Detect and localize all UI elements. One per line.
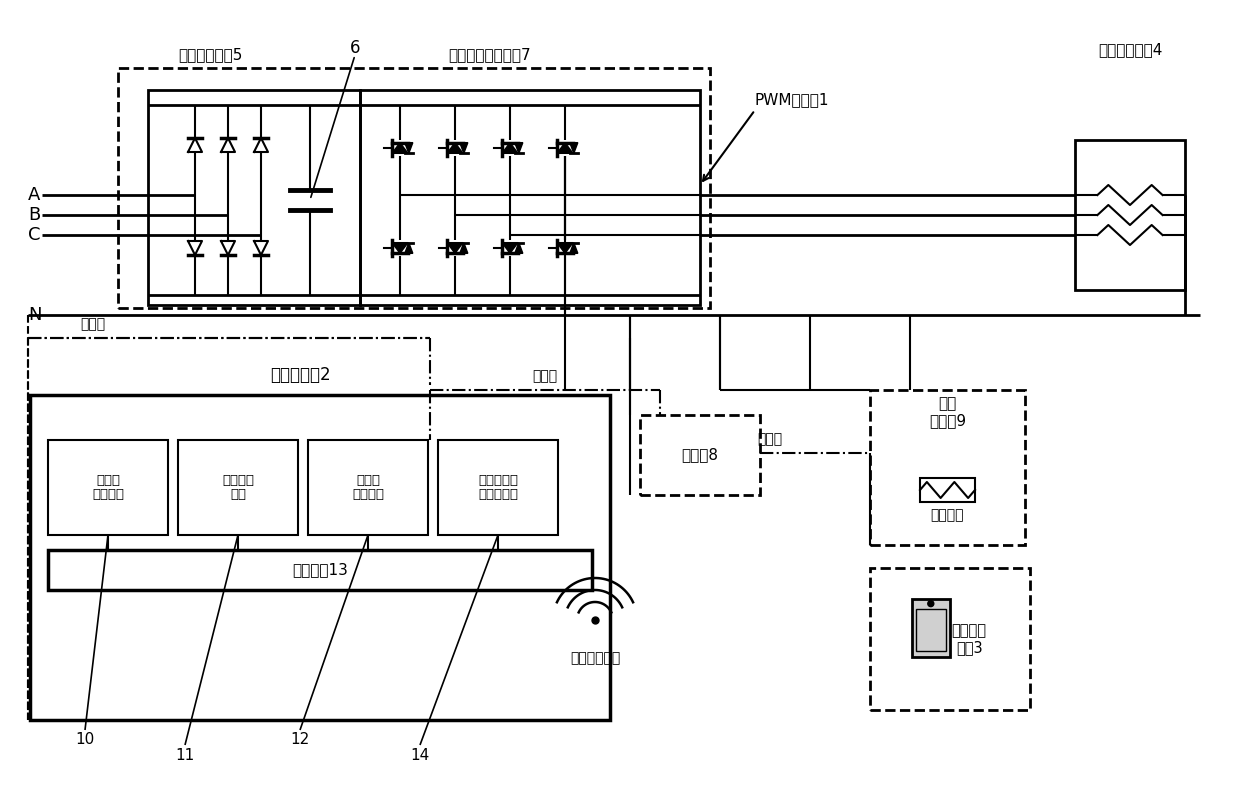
- Bar: [308, 440, 428, 535]
- Polygon shape: [515, 142, 523, 154]
- Polygon shape: [404, 142, 413, 154]
- Bar: [48, 550, 591, 590]
- Polygon shape: [446, 242, 463, 254]
- Bar: [30, 395, 610, 720]
- Text: 相线
切换第9: 相线 切换第9: [929, 396, 966, 428]
- Polygon shape: [502, 242, 518, 254]
- Text: 单相负荷: 单相负荷: [931, 508, 965, 522]
- Bar: [920, 478, 975, 502]
- Text: 通信线: 通信线: [81, 317, 105, 331]
- Bar: [48, 440, 167, 535]
- Polygon shape: [460, 142, 467, 154]
- Text: 无线手持
终端3: 无线手持 终端3: [952, 622, 987, 655]
- Text: N: N: [29, 306, 41, 324]
- Text: 数据分析
模块: 数据分析 模块: [222, 474, 254, 502]
- Polygon shape: [502, 142, 518, 154]
- Text: 三相四桥臂逆变器7: 三相四桥臂逆变器7: [449, 47, 531, 62]
- Text: 不控桥整流器5: 不控桥整流器5: [177, 47, 242, 62]
- Text: 通信线: 通信线: [758, 432, 782, 446]
- Polygon shape: [515, 242, 523, 254]
- Polygon shape: [460, 242, 467, 254]
- Polygon shape: [446, 142, 463, 154]
- Circle shape: [928, 601, 934, 606]
- Bar: [1075, 140, 1185, 290]
- Bar: [118, 68, 711, 308]
- Text: C: C: [29, 226, 41, 244]
- Bar: [870, 390, 1025, 545]
- Text: 14: 14: [410, 747, 429, 762]
- Polygon shape: [557, 142, 573, 154]
- Polygon shape: [404, 242, 413, 254]
- Polygon shape: [570, 242, 578, 254]
- Text: 射频信号收发: 射频信号收发: [570, 651, 620, 665]
- Bar: [179, 440, 298, 535]
- Text: 现场控制器2: 现场控制器2: [269, 366, 330, 384]
- Bar: [438, 440, 558, 535]
- Polygon shape: [392, 142, 408, 154]
- Polygon shape: [570, 142, 578, 154]
- Text: A: A: [29, 186, 41, 204]
- Polygon shape: [557, 242, 573, 254]
- Bar: [640, 415, 760, 495]
- Polygon shape: [392, 242, 408, 254]
- Text: 第一射频信
号收发模块: 第一射频信 号收发模块: [477, 474, 518, 502]
- Text: 选相器
接收模块: 选相器 接收模块: [352, 474, 384, 502]
- Bar: [148, 90, 360, 305]
- Text: 通信线: 通信线: [532, 369, 558, 383]
- Text: B: B: [29, 206, 40, 224]
- Text: 控制芯畇13: 控制芯畇13: [293, 562, 348, 578]
- Text: 6: 6: [350, 39, 361, 57]
- Text: 选相器8: 选相器8: [682, 447, 718, 462]
- Text: 12: 12: [290, 733, 310, 747]
- Bar: [870, 568, 1030, 710]
- Bar: [360, 90, 701, 305]
- Text: 变流器
控制模块: 变流器 控制模块: [92, 474, 124, 502]
- Bar: [916, 609, 946, 650]
- Text: 10: 10: [76, 733, 94, 747]
- Bar: [911, 598, 950, 657]
- Text: 11: 11: [175, 747, 195, 762]
- Text: 三相对称负药4: 三相对称负药4: [1097, 42, 1162, 58]
- Text: PWM变流器1: PWM变流器1: [755, 93, 830, 107]
